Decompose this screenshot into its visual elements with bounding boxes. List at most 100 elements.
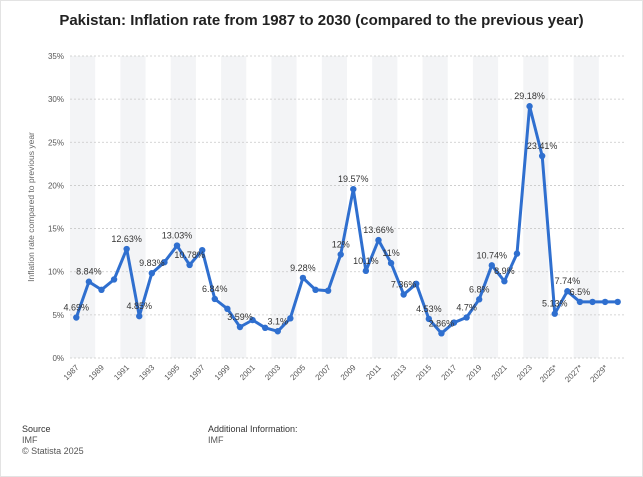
data-point [576,298,584,306]
data-point [463,314,470,321]
background-band [372,56,398,358]
data-point [211,295,218,303]
data-point [73,314,80,321]
x-tick-label: 2019 [465,363,484,382]
data-label: 6.84% [202,284,228,294]
data-point [413,280,420,287]
background-band [321,56,347,358]
data-point [287,315,294,322]
data-point [513,250,521,257]
data-label: 29.18% [514,91,545,101]
data-label: 9.83% [139,258,165,268]
data-label: 2.86% [429,318,455,328]
data-point [526,103,533,110]
x-tick-label: 2007 [314,363,333,382]
data-label: 12% [332,239,350,249]
data-label: 9.28% [290,263,316,273]
data-label: 3.59% [227,312,253,322]
data-point [224,305,231,313]
source-value[interactable]: IMF [22,435,38,445]
data-label: 12.63% [111,234,142,244]
data-label: 19.57% [338,174,369,184]
data-point [614,298,621,306]
background-band [573,56,599,358]
data-point [551,310,558,317]
data-point [123,245,130,253]
data-point [324,287,332,294]
data-label: 13.66% [363,225,394,235]
background-band [422,56,448,358]
data-point [601,298,609,306]
data-point [438,330,445,337]
data-label: 8.9% [494,266,515,276]
additional-info-heading: Additional Information: [208,424,298,434]
x-tick-label: 2023 [515,363,534,382]
x-tick-label: 2003 [263,363,282,382]
data-point [110,276,118,283]
x-tick-label: 2009 [339,363,358,382]
x-tick-label: 2005 [288,363,307,382]
data-label: 7.74% [555,276,581,286]
additional-info-block: Additional Information: IMF [208,424,298,446]
data-label: 10.1% [353,256,379,266]
data-point [400,291,407,298]
x-tick-label: 2025* [538,363,559,384]
data-point [261,324,269,331]
data-point [312,286,319,294]
data-label: 10.74% [477,250,508,260]
y-tick-label: 30% [48,95,64,104]
x-tick-label: 2021 [490,363,509,382]
data-point [161,259,168,266]
data-point [148,269,156,277]
x-tick-label: 1989 [87,363,106,382]
data-point [85,278,93,285]
data-point [450,319,458,326]
data-label: 23.41% [527,141,558,151]
data-point [199,246,206,254]
data-point [488,262,495,269]
background-band [472,56,499,358]
x-tick-label: 2029* [588,363,609,384]
y-tick-label: 35% [48,52,64,61]
data-point [98,286,105,294]
data-point [362,267,370,275]
data-label: 5.13% [542,299,568,309]
source-block: Source IMF © Statista 2025 [22,424,84,457]
data-point [236,323,244,331]
source-heading: Source [22,424,51,434]
background-band [70,56,96,358]
series-line [74,104,618,335]
inflation-line-chart: 0% 5% 10% 15% 20% 25% 30% 35% Inflation rate com… [26,52,624,384]
data-point [501,278,508,285]
x-tick-label: 2011 [364,363,383,382]
data-point [173,242,181,249]
data-point [476,296,483,303]
y-tick-label: 15% [48,225,64,234]
y-tick-label: 10% [48,268,64,277]
data-point [375,236,382,244]
data-point [538,152,546,160]
y-axis-title: Inflation rate compared to previous year [26,132,36,282]
data-label: 4.53% [416,304,442,314]
data-label: 10.78% [174,250,205,260]
data-point [186,261,193,269]
background-band [523,56,549,358]
data-label: 4.7% [456,302,477,312]
additional-info-value: IMF [208,435,224,445]
data-label: 11% [382,248,399,258]
data-point [249,316,256,324]
x-tick-label: 2001 [238,363,257,382]
x-tick-label: 1999 [213,363,232,382]
x-tick-label: 1997 [188,363,207,382]
chart-title: Pakistan: Inflation rate from 1987 to 20… [59,12,584,29]
data-label: 4.85% [126,301,152,311]
data-label: 8.84% [76,267,102,277]
data-label: 4.69% [64,303,90,313]
data-point [350,185,357,193]
x-tick-label: 2013 [389,363,408,382]
y-tick-label: 0% [52,354,64,363]
data-point [425,315,433,323]
x-tick-label: 1993 [137,363,156,382]
data-point [337,251,344,258]
data-point [589,298,596,306]
